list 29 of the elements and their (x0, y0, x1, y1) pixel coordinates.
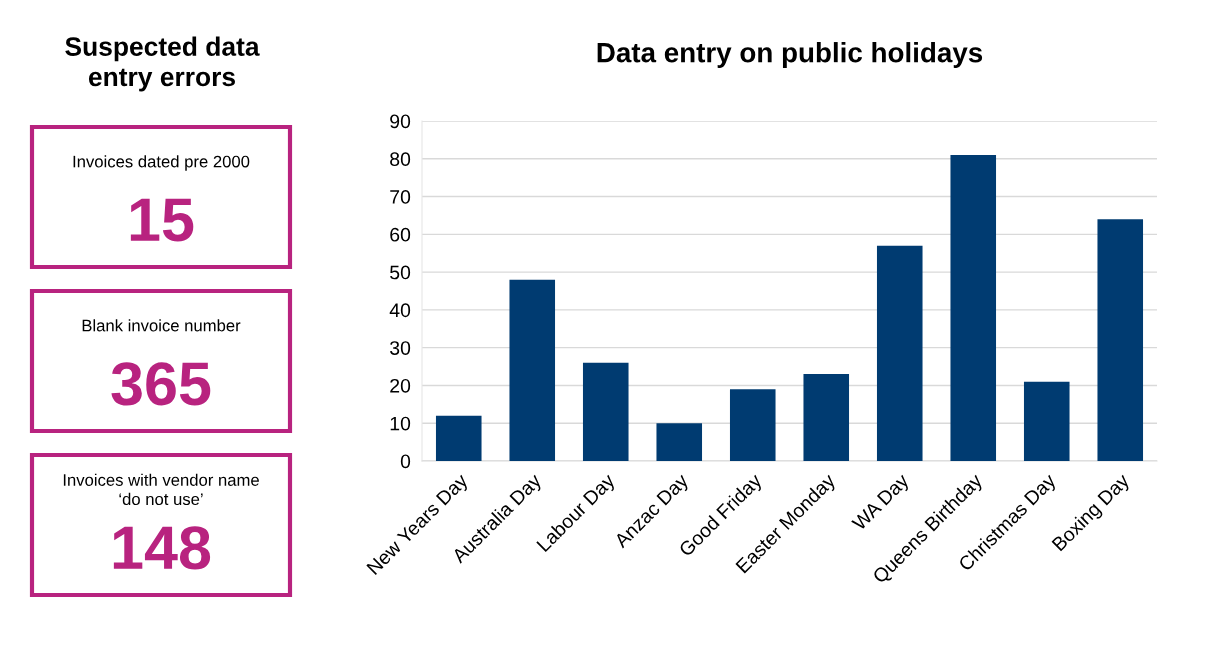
bar (729, 389, 776, 461)
y-tick-label: 60 (390, 227, 411, 242)
y-tick-label: 80 (390, 152, 411, 167)
bar (656, 423, 703, 461)
bar (435, 415, 482, 461)
data-label: 365 (111, 362, 211, 406)
category-label: Blank invoice number (82, 319, 241, 332)
bar (950, 155, 997, 461)
data-label: 148 (113, 526, 211, 570)
x-tick-label: WA Day (851, 472, 913, 535)
text: Suspected data entry errors (65, 36, 260, 92)
bar (1097, 219, 1144, 461)
y-tick-label: 0 (400, 454, 411, 469)
bar (582, 362, 629, 461)
y-tick-label: 30 (390, 341, 411, 355)
bar (509, 279, 556, 461)
data-label: 15 (130, 198, 194, 242)
category-label: Invoices dated pre 2000 (73, 155, 250, 171)
y-tick-label: 70 (390, 190, 411, 204)
chart-title: Data entry on public holidays (597, 42, 983, 68)
y-tick-label: 50 (390, 265, 411, 280)
y-tick-label: 40 (389, 303, 411, 318)
y-tick-label: 20 (390, 378, 411, 393)
category-label: Invoices with vendor name ‘do not use’ (63, 473, 259, 506)
y-tick-label: 10 (390, 416, 411, 431)
bar (876, 245, 923, 461)
bar (1023, 381, 1070, 461)
bar (803, 374, 850, 461)
y-tick-label: 90 (390, 114, 411, 129)
